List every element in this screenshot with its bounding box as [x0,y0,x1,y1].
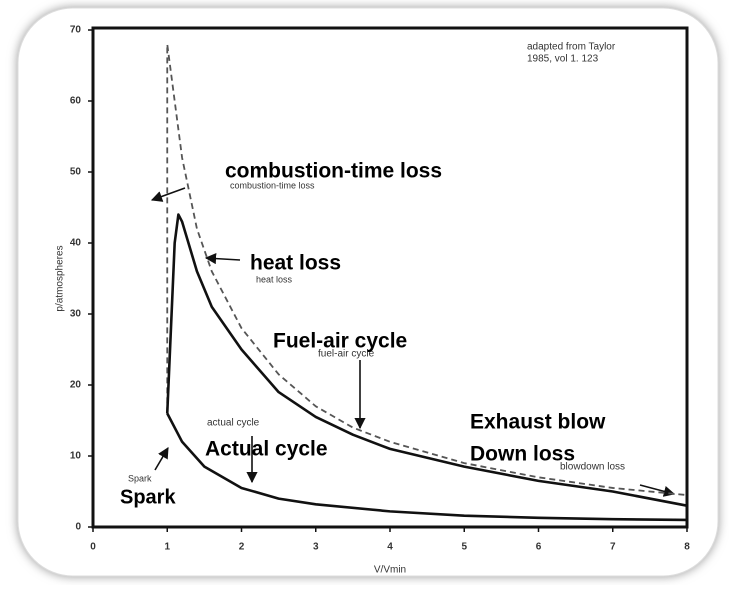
series-label: fuel-air cycle [318,349,375,360]
x-tick-label: 6 [536,542,542,553]
y-axis-label: p/atmospheres [55,245,66,311]
x-tick-label: 0 [90,542,96,553]
x-axis-label: V/Vmin [374,565,406,576]
annotation: heat loss [250,252,341,275]
series-line [166,412,688,522]
annotation: heat loss [256,274,293,284]
x-tick-label: 7 [610,542,616,553]
frame [17,7,719,577]
annotation: combustion-time loss [230,180,315,190]
y-tick-label: 30 [70,309,82,320]
annotation: Fuel-air cycle [273,330,407,353]
series-line [165,213,689,517]
series-line [166,43,688,496]
annotation: Exhaust blow [470,411,606,434]
x-tick-label: 5 [461,542,467,553]
y-tick-label: 0 [75,522,81,533]
x-tick-label: 4 [387,542,393,553]
x-tick-label: 3 [313,542,319,553]
y-tick-label: 50 [70,167,82,178]
series-label: actual cycle [207,418,260,429]
x-tick-label: 8 [684,542,690,553]
x-tick-label: 1 [164,542,170,553]
annotation: Actual cycle [205,438,328,461]
x-tick-label: 2 [239,542,245,553]
y-tick-label: 70 [70,25,82,36]
annotation: Down loss [470,443,575,466]
y-tick-label: 40 [70,238,82,249]
annotation: combustion-time loss [225,160,442,183]
y-tick-label: 20 [70,380,82,391]
arrows [150,187,676,497]
annotation: Spark [128,473,152,483]
annotation: adapted from Taylor [527,42,616,53]
y-tick-label: 10 [70,451,82,462]
annotation: Spark [120,486,176,508]
y-tick-label: 60 [70,96,82,107]
annotation: 1985, vol 1. 123 [527,54,599,65]
annotation: blowdown loss [560,462,625,473]
